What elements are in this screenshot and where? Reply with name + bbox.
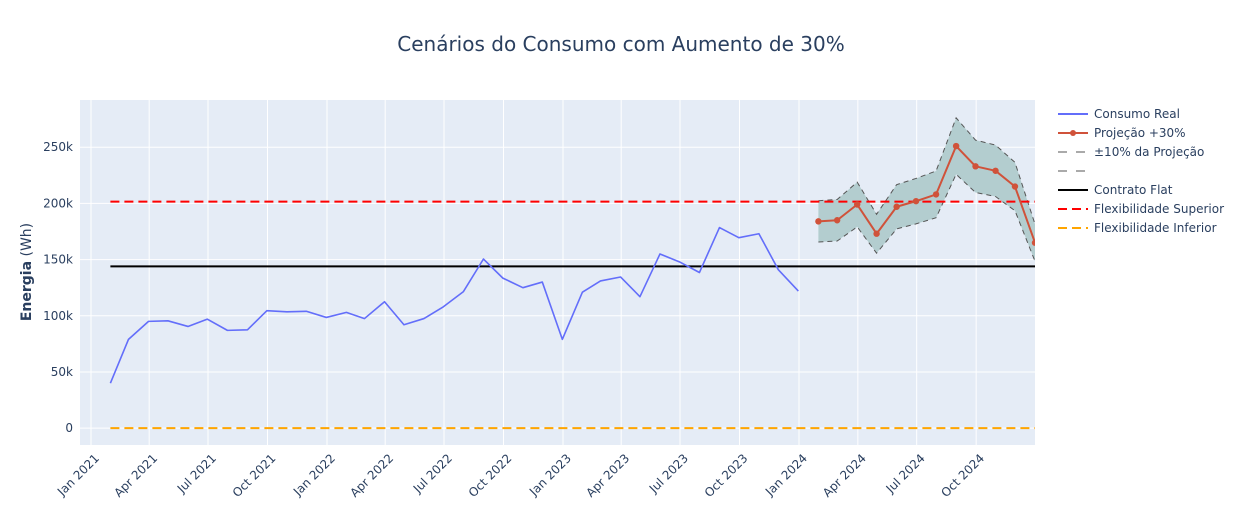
projecao-point — [873, 230, 880, 237]
y-axis-label-unit: (Wh) — [19, 223, 35, 261]
legend-label-proj: Projeção +30% — [1094, 126, 1186, 140]
legend-label-flat: Contrato Flat — [1094, 183, 1173, 197]
band-lower-line — [818, 173, 1035, 262]
projecao-point — [833, 217, 841, 224]
legend-item-contrato-flat[interactable]: Contrato Flat — [1058, 183, 1173, 197]
x-tick-label: Jul 2021 — [174, 451, 219, 496]
projecao-line — [818, 145, 1035, 244]
projection-band — [818, 116, 1035, 262]
x-tick-label: Oct 2022 — [466, 451, 515, 500]
projecao-point — [912, 197, 920, 205]
projecao-point — [815, 218, 822, 225]
x-tick-label: Jul 2024 — [883, 451, 928, 496]
chart-title: Cenários do Consumo com Aumento de 30% — [397, 32, 844, 56]
series-lines — [109, 145, 1035, 384]
x-tick-label: Jul 2022 — [410, 451, 455, 496]
x-tick-label: Oct 2023 — [702, 451, 751, 500]
y-axis-label: Energia (Wh) — [19, 223, 35, 321]
x-tick-label: Oct 2024 — [938, 451, 987, 500]
projecao-point — [893, 203, 900, 210]
plot-area — [80, 100, 1035, 445]
legend-item-flex-superior[interactable]: Flexibilidade Superior — [1058, 202, 1224, 216]
legend[interactable]: Consumo Real Projeção +30% ±10% da Proje… — [1058, 107, 1224, 235]
legend-item-consumo-real[interactable]: Consumo Real — [1058, 107, 1180, 121]
y-tick-label: 50k — [51, 365, 73, 379]
legend-item-flex-inferior[interactable]: Flexibilidade Inferior — [1058, 221, 1217, 235]
y-axis-ticks: 0 50k 100k 150k 200k 250k — [43, 140, 73, 435]
legend-item-band[interactable]: ±10% da Projeção — [1058, 145, 1204, 172]
projecao-point — [972, 163, 979, 170]
x-tick-label: Jan 2022 — [290, 451, 338, 499]
projecao-point — [952, 142, 960, 150]
band-fill — [818, 117, 1035, 262]
x-tick-label: Jan 2023 — [526, 451, 574, 499]
y-tick-label: 0 — [65, 421, 73, 435]
legend-label-inf: Flexibilidade Inferior — [1094, 221, 1217, 235]
projecao-point — [1011, 183, 1019, 190]
band-upper-line — [818, 116, 1035, 225]
y-axis-label-bold: Energia — [19, 261, 35, 321]
projecao-point — [932, 191, 940, 198]
x-tick-label: Apr 2024 — [820, 451, 869, 500]
reference-lines — [110, 200, 1035, 430]
x-tick-label: Jan 2021 — [54, 451, 102, 499]
projection-markers — [815, 142, 1035, 246]
grid — [80, 100, 1035, 445]
projecao-point — [992, 167, 999, 174]
x-tick-label: Apr 2021 — [111, 451, 160, 500]
y-tick-label: 250k — [43, 140, 73, 154]
legend-item-projecao[interactable]: Projeção +30% — [1058, 126, 1186, 140]
projecao-point — [1031, 239, 1035, 246]
x-axis-ticks: Jan 2021 Apr 2021 Jul 2021 Oct 2021 Jan 2022… — [54, 451, 987, 500]
legend-label-band: ±10% da Projeção — [1094, 145, 1204, 159]
y-tick-label: 100k — [43, 309, 73, 323]
x-tick-label: Apr 2023 — [583, 451, 632, 500]
x-tick-label: Jul 2023 — [646, 451, 691, 496]
legend-label-real: Consumo Real — [1094, 107, 1180, 121]
legend-label-sup: Flexibilidade Superior — [1094, 202, 1224, 216]
x-tick-label: Oct 2021 — [230, 451, 279, 500]
y-tick-label: 150k — [43, 253, 73, 267]
x-tick-label: Apr 2022 — [347, 451, 396, 500]
projecao-point — [853, 201, 861, 208]
consumo-real-line — [109, 226, 799, 384]
y-tick-label: 200k — [43, 196, 73, 210]
x-tick-label: Jan 2024 — [762, 451, 810, 499]
legend-swatch-proj-marker — [1070, 130, 1076, 136]
